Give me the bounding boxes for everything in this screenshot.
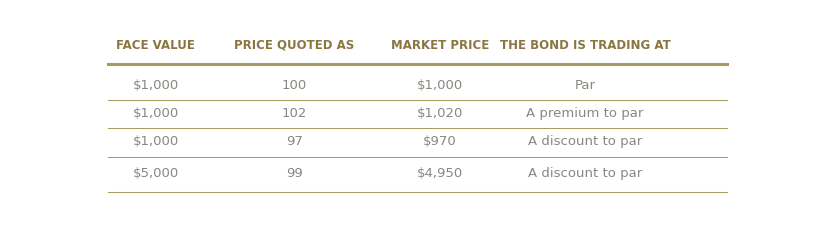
Text: 99: 99 <box>286 167 303 180</box>
Text: $4,950: $4,950 <box>416 167 463 180</box>
Text: MARKET PRICE: MARKET PRICE <box>390 39 489 52</box>
Text: $1,020: $1,020 <box>416 107 463 120</box>
Text: $5,000: $5,000 <box>133 167 178 180</box>
Text: $1,000: $1,000 <box>133 79 178 92</box>
Text: 102: 102 <box>282 107 307 120</box>
Text: $1,000: $1,000 <box>133 107 178 120</box>
Text: A discount to par: A discount to par <box>528 167 642 180</box>
Text: 97: 97 <box>286 135 303 148</box>
Text: $970: $970 <box>423 135 456 148</box>
Text: 100: 100 <box>282 79 307 92</box>
Text: PRICE QUOTED AS: PRICE QUOTED AS <box>235 39 355 52</box>
Text: $1,000: $1,000 <box>416 79 463 92</box>
Text: $1,000: $1,000 <box>133 135 178 148</box>
Text: A discount to par: A discount to par <box>528 135 642 148</box>
Text: A premium to par: A premium to par <box>526 107 644 120</box>
Text: Par: Par <box>575 79 596 92</box>
Text: FACE VALUE: FACE VALUE <box>116 39 195 52</box>
Text: THE BOND IS TRADING AT: THE BOND IS TRADING AT <box>500 39 671 52</box>
